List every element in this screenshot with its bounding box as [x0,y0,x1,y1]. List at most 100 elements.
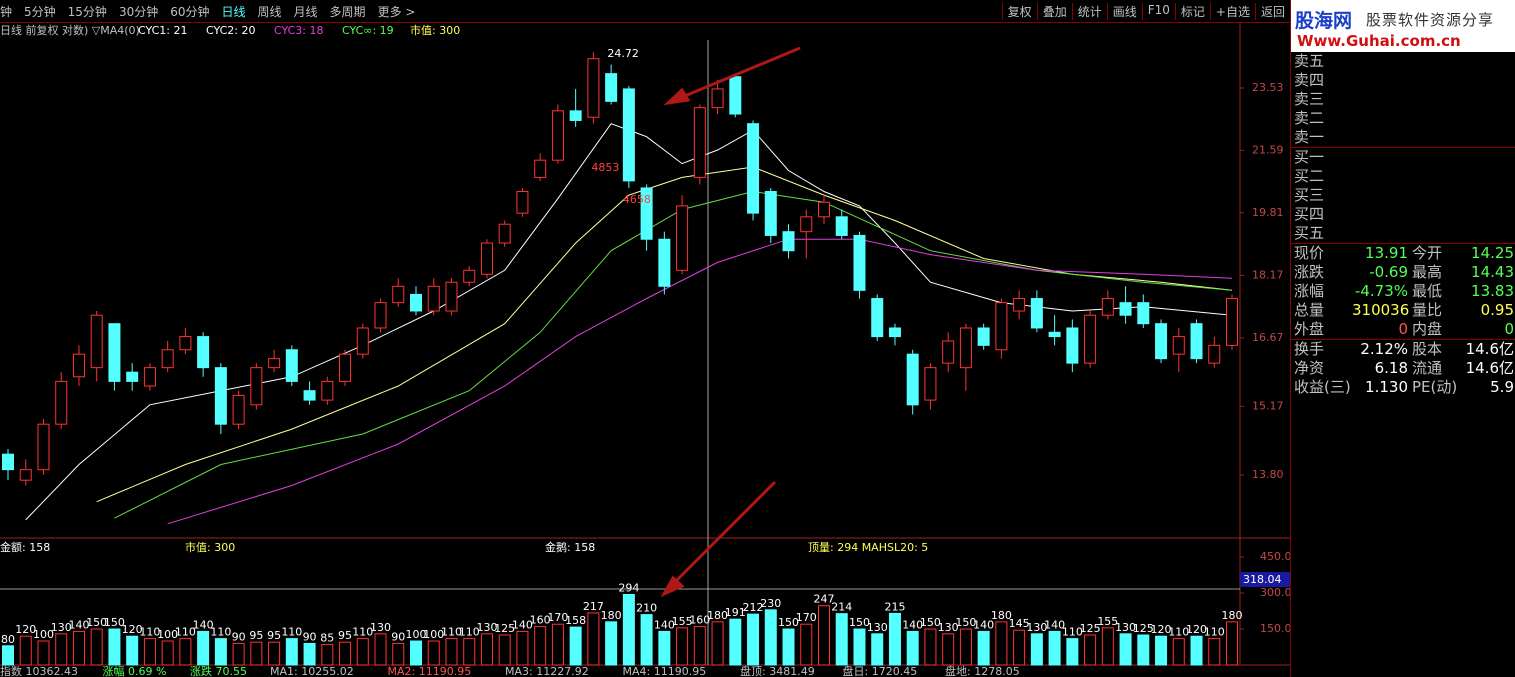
volume-bar [587,612,600,666]
quote-label: 换手 [1294,340,1325,358]
volume-bar [445,638,458,666]
volume-label: 80 [1,633,15,646]
volume-label: 110 [441,626,462,639]
volume-bar [214,638,227,666]
volume-label: 110 [1204,626,1225,639]
period-tab[interactable]: 60分钟 [170,4,210,19]
volume-bar [2,645,14,666]
indicator-label: CYC2: 20 [206,24,255,37]
candle-body [179,336,192,351]
volume-bar [392,642,405,666]
period-tab[interactable]: 月线 [293,4,318,19]
volume-label: 85 [320,632,334,645]
volume-label: 140 [193,618,214,631]
arrow [663,46,801,106]
tool-button[interactable]: 复权 [1001,2,1037,20]
tool-button[interactable]: 标记 [1174,2,1210,20]
volume-indicator: 金额: 158 [0,540,50,554]
quote-value: 14.25 [1471,244,1514,262]
candle-body [1190,323,1203,360]
candle-body [1048,331,1061,338]
site: Www.Guhai.com.cn [1297,32,1461,50]
volume-indicator: 顶量: 294 MAHSL20: 5 [808,541,928,554]
candle-body [19,469,32,481]
volume-bar [1101,627,1114,666]
status-item: MA1: 10255.02 [270,665,354,677]
candle-body [392,285,405,304]
candle-body [1030,298,1043,329]
volume-bar [1030,633,1043,666]
tool-button[interactable]: F10 [1141,2,1175,20]
period-tab[interactable]: 5分钟 [24,4,56,19]
volume-bar [764,609,777,666]
quote-label: 现价 [1294,244,1325,262]
tool-button[interactable]: 画线 [1106,2,1142,20]
candle-body [250,367,263,406]
quotes: 现价 13.91 今开 14.25 涨跌 -0.69 最高 14.43 涨幅 -4.73% 最低 13… [1291,243,1515,339]
candle-body [959,327,972,369]
volume-bar [1208,638,1221,666]
volume-bar [143,638,156,666]
logo: 股海网 股票软件资源分享 Www.Guhai.com.cn [1291,0,1515,52]
ma-line [96,166,1233,503]
volume-bar [622,593,635,666]
candle-body [942,340,955,364]
candle-body [232,394,245,425]
candle-body [1119,302,1132,316]
period-tab[interactable]: 多周期 [329,4,366,19]
volume-bar [640,614,653,666]
tool-button[interactable]: 返回 [1254,2,1290,20]
quote-label: 收益(三) [1294,378,1351,396]
period-tab[interactable]: 日线 [221,4,246,19]
quote-label: 股本 [1412,340,1443,358]
quote-label: 涨跌 [1294,263,1325,281]
volume-label: 100 [33,628,54,641]
candle-body [924,367,937,401]
volume-label: 145 [1009,617,1030,630]
candle-body [1226,298,1238,346]
volume-bar [729,618,742,666]
tool-button[interactable]: +自选 [1209,2,1255,20]
quote-label: 流通 [1412,359,1443,377]
volume-label: 90 [391,630,405,643]
period-tab[interactable]: 15分钟 [67,4,107,19]
arrow [660,480,777,598]
volume-bar [55,633,68,666]
quote-value: 5.9 [1490,378,1514,396]
ma-line [114,190,1233,519]
volume-bar [339,641,352,666]
tool-button[interactable]: 统计 [1071,2,1107,20]
period-tab[interactable]: 钟 [0,4,13,19]
period-tab[interactable]: 更多 > [377,4,416,19]
volume-label: 155 [672,615,693,628]
period-tab[interactable]: 30分钟 [118,4,159,19]
status-item: MA3: 11227.92 [505,665,589,677]
volume-bar [72,630,85,666]
quote-label: 涨幅 [1294,282,1325,300]
candle-body [1013,298,1026,312]
candle-body [906,353,919,406]
volume-label: 150 [955,616,976,629]
sell-level: 卖三 [1294,90,1325,108]
tool-button[interactable]: 叠加 [1036,2,1072,20]
volume-bar [463,638,476,666]
candle-body [55,380,68,425]
candle-body [321,380,334,401]
quote-panel: 股海网 股票软件资源分享 Www.Guhai.com.cn 卖五 卖四 卖三 卖二 卖一… [1290,0,1515,677]
sell-level: 卖四 [1294,71,1325,89]
volume-bar [480,633,493,666]
quote-value: 13.83 [1471,282,1514,300]
volume-bar [197,630,210,666]
candle-body [37,423,50,471]
volume-label: 110 [352,626,373,639]
sell-level: 卖五 [1294,52,1325,70]
volume-label: 230 [760,597,781,610]
volume-bar [516,630,529,666]
candle-body [729,76,742,115]
annotation: 4853 [591,161,619,174]
candle-body [427,285,440,312]
volume-bar [108,628,121,666]
y-tick-label: 21.59 [1252,143,1284,156]
period-tab[interactable]: 周线 [257,4,282,19]
candle-body [1137,302,1150,325]
